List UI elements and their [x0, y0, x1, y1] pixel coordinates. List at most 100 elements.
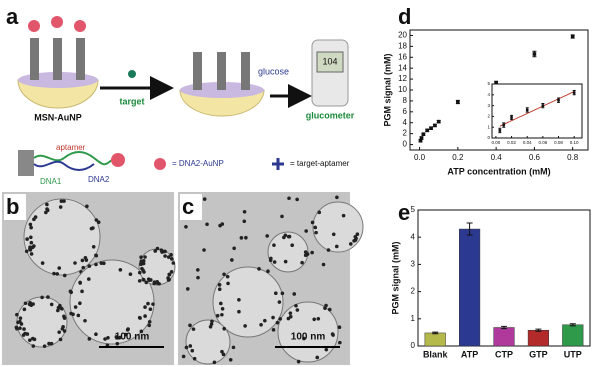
gold-dot	[300, 260, 304, 265]
gold-dot	[222, 272, 226, 277]
gold-dot	[139, 329, 144, 334]
gold-dot	[272, 260, 277, 264]
gold-dot	[335, 195, 339, 200]
gold-dot	[91, 244, 96, 249]
gold-dot	[46, 295, 50, 299]
inset-x-tick-label: 0.10	[570, 140, 579, 145]
gold-dot	[353, 234, 358, 239]
point	[433, 123, 437, 128]
y-tick-label: 0	[411, 341, 416, 350]
gold-dot	[163, 254, 167, 258]
gold-dot	[71, 312, 75, 317]
gold-dot	[226, 281, 230, 286]
inset-y-tick-label: 4	[487, 92, 490, 97]
y-tick-label: 1	[411, 314, 416, 323]
gold-dot	[166, 276, 170, 280]
meter-screen	[316, 51, 344, 73]
gold-dot	[338, 340, 342, 345]
x-tick-label: 0.0	[414, 153, 426, 162]
error-bar	[432, 331, 439, 335]
gold-dot	[78, 301, 82, 306]
y-tick-label: 10	[398, 85, 407, 94]
gold-dot	[292, 292, 297, 296]
error-bar	[535, 328, 542, 332]
gold-dot	[94, 253, 99, 258]
gold-dot	[231, 345, 236, 350]
gold-dot	[205, 222, 209, 227]
gold-dot	[184, 224, 188, 229]
device-label: glucometer	[306, 110, 355, 120]
gold-dot	[225, 274, 230, 279]
inset-point	[557, 98, 560, 102]
gold-dot	[78, 280, 82, 285]
gold-dot	[32, 244, 36, 248]
gold-dot	[106, 336, 110, 340]
gold-dot	[324, 303, 328, 308]
gold-dot	[141, 259, 146, 263]
gold-dot	[118, 268, 123, 272]
gold-dot	[24, 249, 29, 254]
gold-dot	[28, 245, 32, 250]
gold-dot	[220, 222, 225, 226]
gold-dot	[161, 249, 166, 254]
gold-dot	[114, 335, 119, 339]
gold-dot	[138, 316, 142, 320]
gold-dot	[263, 318, 267, 323]
gold-dot	[341, 213, 346, 218]
y-axis-title: PGM signal (mM)	[382, 53, 392, 126]
gold-dot	[27, 338, 32, 342]
gold-dot	[313, 225, 318, 230]
gold-dot	[87, 337, 92, 341]
gold-dot	[310, 220, 315, 225]
silica-sphere	[267, 231, 309, 273]
gold-dot	[274, 291, 278, 296]
gold-dot	[139, 255, 143, 259]
gold-dot	[139, 262, 143, 267]
gold-dot	[191, 327, 196, 331]
gold-dot	[243, 324, 247, 328]
panel-letter: c	[182, 194, 194, 219]
inset-x-tick-label: 0.00	[492, 140, 501, 145]
gold-dot	[103, 337, 107, 341]
y-tick-label: 4	[411, 232, 416, 241]
point	[570, 34, 575, 39]
gold-dot	[181, 354, 186, 359]
gold-dot	[185, 287, 190, 291]
inset-point	[572, 91, 576, 94]
panel-letter: e	[398, 200, 410, 225]
gold-dot	[148, 307, 153, 311]
gold-dot	[196, 275, 200, 280]
y-tick-label: 4	[403, 118, 408, 127]
gold-dot	[259, 323, 263, 327]
bar	[493, 327, 515, 347]
x-tick-label: 0.2	[452, 153, 464, 162]
x-tick-label: ATP	[461, 349, 478, 359]
gold-dot	[280, 291, 285, 296]
gold-dot	[287, 196, 291, 201]
gold-dot	[219, 301, 223, 306]
gold-dot	[62, 329, 67, 333]
legend-icon	[154, 158, 166, 170]
gold-dot	[73, 305, 78, 309]
gold-dot	[221, 352, 226, 357]
gold-dot	[62, 273, 67, 278]
gold-dot	[58, 205, 63, 209]
gold-dot	[220, 306, 225, 311]
bar	[424, 332, 446, 347]
x-tick-label: CTP	[495, 349, 513, 359]
y-tick-label: 16	[398, 52, 407, 61]
gold-particle	[111, 153, 125, 167]
y-tick-label: 3	[411, 260, 416, 269]
x-tick-label: 0.6	[529, 153, 541, 162]
inset-y-tick-label: 0	[487, 135, 490, 140]
gold-dot	[348, 242, 353, 246]
gold-dot	[76, 313, 81, 318]
point	[425, 128, 430, 133]
inset-point	[498, 129, 502, 132]
gold-dot	[141, 261, 146, 266]
gold-dot	[316, 316, 321, 321]
gold-dot	[152, 281, 157, 286]
gold-dot	[14, 325, 19, 330]
error-bar	[501, 325, 507, 330]
